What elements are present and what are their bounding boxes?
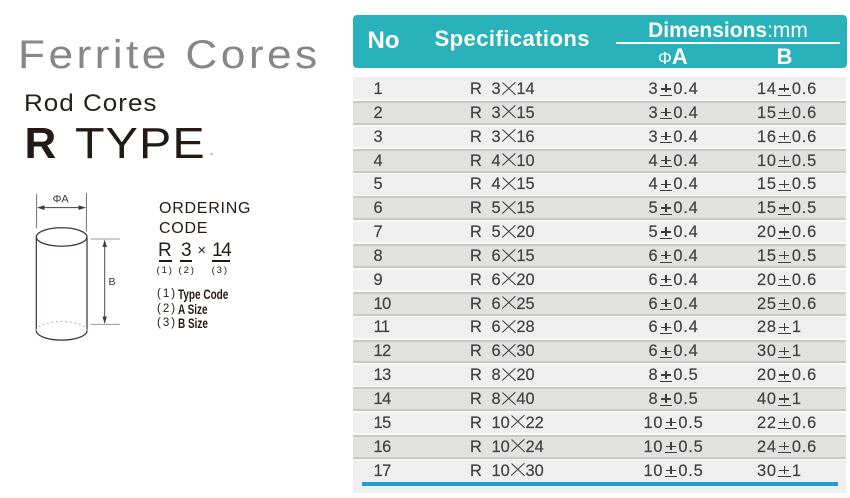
svg-text:B: B: [109, 276, 116, 288]
svg-text:ΦA: ΦA: [53, 193, 70, 205]
